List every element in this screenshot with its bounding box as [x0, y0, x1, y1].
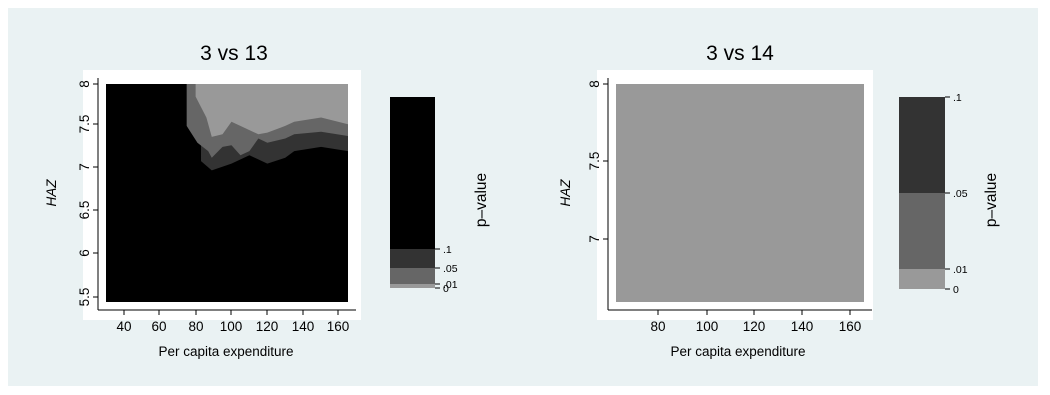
y-tick-label: 7 — [77, 163, 92, 171]
colorbar-band-3 — [899, 97, 945, 193]
y-tick-label: 8 — [77, 80, 92, 88]
colorbar-band-1 — [390, 284, 435, 288]
chart-panel-1: 3 vs 13 40 60 80 100 120 140 160 5.5 6 6.5 7 7.5 8 Per… — [44, 42, 490, 359]
x-tick-label: 60 — [151, 319, 166, 334]
y-axis-label: HAZ — [44, 179, 59, 207]
y-tick-label: 7.5 — [77, 115, 92, 134]
heatmap-area — [106, 84, 348, 302]
colorbar-tick-label: 0 — [443, 283, 449, 295]
colorbar: 0.01 .05 .1 p–value — [390, 97, 490, 295]
colorbar-tick-label: .05 — [443, 263, 458, 275]
colorbar-band-3 — [390, 249, 435, 268]
contour-region-3 — [195, 84, 348, 137]
x-tick-label: 80 — [188, 319, 203, 334]
colorbar-band-2 — [390, 268, 435, 284]
x-tick-label: 120 — [743, 319, 766, 334]
chart-panel-2: 3 vs 14 80 100 120 140 160 7 7.5 8 Per capita exp… — [558, 42, 1000, 359]
colorbar-tick-label: .1 — [953, 92, 962, 104]
x-tick-label: 40 — [116, 319, 131, 334]
x-axis-label: Per capita expenditure — [670, 344, 805, 359]
chart-title: 3 vs 14 — [706, 42, 774, 65]
colorbar-tick-label: .01 — [443, 279, 458, 291]
x-tick-label: 100 — [696, 319, 719, 334]
colorbar-tick-label: .1 — [443, 244, 452, 256]
x-tick-label: 140 — [292, 319, 315, 334]
colorbar-label: p–value — [983, 173, 1000, 227]
y-tick-label: 7.5 — [587, 152, 602, 171]
colorbar-tick-label: 0 — [953, 284, 959, 296]
chart-title: 3 vs 13 — [200, 42, 268, 65]
x-tick-label: 120 — [256, 319, 279, 334]
colorbar: 0 .01 .05 .1 p–value — [899, 92, 1000, 296]
heatmap-area — [616, 84, 864, 302]
y-axis-label: HAZ — [558, 179, 573, 207]
colorbar-tick-label: .01 — [953, 264, 968, 276]
x-tick-label: 80 — [650, 319, 665, 334]
x-tick-label: 160 — [327, 319, 350, 334]
y-tick-label: 6 — [77, 249, 92, 257]
colorbar-label: p–value — [473, 173, 490, 227]
y-tick-label: 6.5 — [77, 201, 92, 220]
colorbar-band-2 — [899, 193, 945, 269]
x-axis-label: Per capita expenditure — [158, 344, 293, 359]
x-tick-label: 160 — [839, 319, 862, 334]
colorbar-band-1 — [899, 269, 945, 289]
heatmap-background — [616, 84, 864, 302]
x-tick-label: 100 — [220, 319, 243, 334]
figure: 3 vs 13 40 60 80 100 120 140 160 5.5 6 6.5 7 7.5 8 Per… — [8, 8, 1038, 386]
colorbar-band-4 — [390, 97, 435, 249]
x-tick-label: 140 — [791, 319, 814, 334]
y-tick-label: 5.5 — [77, 288, 92, 307]
y-tick-label: 8 — [587, 80, 602, 88]
colorbar-tick-label: .05 — [953, 188, 968, 200]
y-tick-label: 7 — [587, 235, 602, 243]
